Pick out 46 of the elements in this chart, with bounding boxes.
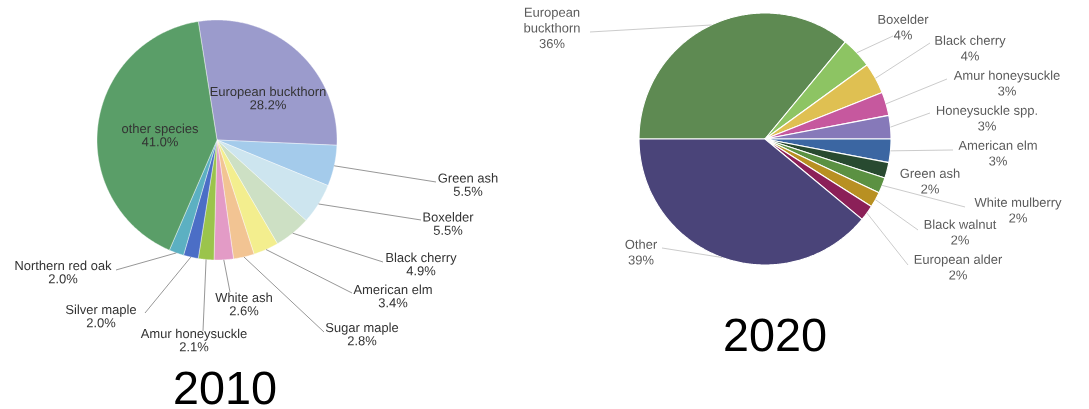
slice-label: European alder bbox=[914, 254, 1003, 267]
slice-label: European buckthorn bbox=[524, 7, 580, 33]
text: 2020 bbox=[725, 318, 826, 352]
slice-label: American elm bbox=[353, 284, 432, 295]
data-label: 36% bbox=[539, 38, 565, 49]
slice-label: Black walnut bbox=[924, 219, 997, 229]
slice-label: Silver maple bbox=[65, 304, 137, 317]
slice-label: Green ash bbox=[900, 168, 960, 178]
slice-label: Amur honeysuckle bbox=[140, 328, 247, 341]
slice-label: Amur honeysuckle bbox=[953, 70, 1060, 83]
slice-label: other species bbox=[122, 123, 199, 136]
data-label: 2.8% bbox=[347, 336, 377, 346]
data-label: 2% bbox=[1009, 213, 1027, 223]
data-label: 4.9% bbox=[406, 266, 436, 276]
data-label: 39% bbox=[628, 255, 654, 265]
data-label: 3% bbox=[989, 156, 1007, 166]
data-label: 4% bbox=[960, 51, 979, 61]
slice-label: White ash bbox=[215, 292, 272, 303]
slice-label: American elm bbox=[958, 140, 1037, 150]
slice-label: Other bbox=[625, 239, 657, 249]
data-label: 3% bbox=[998, 86, 1016, 96]
data-label: 41.0% bbox=[141, 137, 178, 147]
data-label: 2.1% bbox=[179, 342, 209, 352]
slice-label: Black cherry bbox=[386, 252, 457, 265]
data-label: 2% bbox=[951, 235, 969, 245]
data-label: 2.6% bbox=[229, 306, 259, 316]
slice-label: Sugar maple bbox=[325, 322, 399, 335]
data-label: 2.0% bbox=[48, 274, 78, 284]
slice-label: Honeysuckle spp. bbox=[936, 105, 1037, 118]
data-label: 4% bbox=[893, 30, 912, 40]
data-label: 28.2% bbox=[250, 100, 286, 110]
data-label: 2.0% bbox=[86, 318, 116, 328]
slice-label: Boxelder bbox=[878, 14, 929, 24]
text: 2010 bbox=[175, 371, 276, 405]
data-label: 2% bbox=[921, 184, 939, 194]
slice-label: Northern red oak bbox=[15, 260, 112, 271]
data-label: 3% bbox=[978, 121, 996, 131]
slice-label: White mulberry bbox=[974, 197, 1062, 210]
data-label: 5.5% bbox=[433, 225, 463, 235]
data-label: 5.5% bbox=[453, 186, 483, 196]
slice-label: Green ash bbox=[438, 173, 498, 183]
slice-label: Boxelder bbox=[423, 212, 474, 222]
data-label: 3.4% bbox=[378, 298, 408, 308]
slice-label: Black cherry bbox=[935, 35, 1006, 48]
slice-label: European buckthorn bbox=[210, 86, 326, 99]
data-label: 2% bbox=[949, 270, 967, 280]
